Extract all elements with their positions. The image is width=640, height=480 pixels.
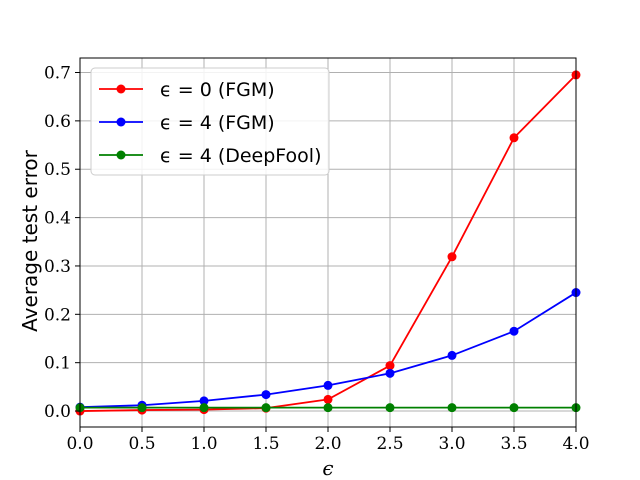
x-tick-label: 3.5 [500,434,527,454]
data-point [137,403,147,413]
legend: ϵ = 0 (FGM) ϵ = 4 (FGM) ϵ = 4 (DeepFool) [90,67,330,176]
x-tick-label: 1.5 [252,434,279,454]
data-point [261,403,271,413]
legend-label: ϵ = 4 (FGM) [160,112,275,134]
data-point [199,403,209,413]
legend-label: ϵ = 4 (DeepFool) [160,145,322,167]
data-point [509,326,519,336]
x-tick-label: 0.0 [66,434,93,454]
x-axis-label: ϵ [322,456,333,480]
legend-marker [116,84,126,94]
data-point [447,403,457,413]
y-tick-label: 0.7 [44,64,71,84]
x-tick-label: 2.0 [314,434,341,454]
y-tick-label: 0.1 [44,354,71,374]
data-point [261,390,271,400]
series-1 [75,288,581,412]
series-2 [75,403,581,413]
y-axis-label: Average test error [18,149,42,331]
legend-marker [116,150,126,160]
legend-box [90,67,330,176]
x-tick-label: 0.5 [128,434,155,454]
x-tick-label: 2.5 [376,434,403,454]
legend-marker [116,117,126,127]
data-point [447,252,457,262]
legend-item-2: ϵ = 4 (DeepFool) [99,145,322,167]
series-layer [75,70,581,416]
data-point [385,361,395,371]
data-point [385,403,395,413]
data-point [447,350,457,360]
legend-item-0: ϵ = 0 (FGM) [99,79,275,101]
legend-label: ϵ = 0 (FGM) [160,79,275,101]
y-tick-label: 0.5 [44,160,71,180]
axis-ticks: 0.0 0.5 1.0 1.5 2.0 2.5 3.0 3.5 4.0 0.0 0.1 0.2 0.3 0… [44,64,590,454]
y-tick-label: 0.2 [44,305,71,325]
data-point [199,396,209,406]
data-point [323,380,333,390]
data-point [323,403,333,413]
x-tick-label: 4.0 [562,434,589,454]
data-point [509,403,519,413]
legend-item-1: ϵ = 4 (FGM) [99,112,275,134]
y-tick-label: 0.6 [44,112,71,132]
x-tick-label: 3.0 [438,434,465,454]
data-point [385,368,395,378]
y-tick-label: 0.4 [44,209,71,229]
data-point [323,394,333,404]
y-tick-label: 0.0 [44,402,71,422]
x-tick-label: 1.0 [190,434,217,454]
data-point [509,133,519,143]
y-tick-label: 0.3 [44,257,71,277]
